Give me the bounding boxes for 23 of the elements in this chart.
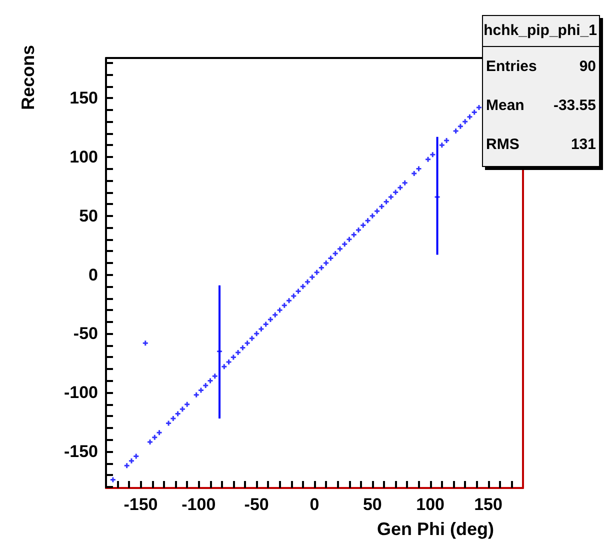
- x-tick-label: 100: [416, 495, 445, 514]
- text: 90: [579, 57, 596, 77]
- y-axis-title: Recons: [18, 44, 39, 110]
- y-tick-label: -50: [73, 324, 98, 344]
- y-tick-label: 0: [88, 265, 98, 284]
- text: hchk_pip_phi_1: [483, 16, 599, 47]
- y-tick-label: 100: [70, 147, 98, 166]
- x-tick-label: -50: [244, 495, 269, 514]
- text: 131: [570, 135, 596, 155]
- y-tick-label: -150: [64, 442, 98, 461]
- annotation: Entries: [486, 57, 537, 77]
- x-tick-label: -100: [182, 495, 216, 514]
- annotation: Mean: [486, 96, 524, 116]
- annotation: RMS: [486, 135, 520, 155]
- y-tick-label: -100: [64, 383, 98, 402]
- x-axis-title: Gen Phi (deg): [377, 519, 494, 540]
- y-tick-label: 150: [70, 88, 98, 108]
- text: -33.55: [553, 96, 596, 116]
- x-tick-label: 50: [362, 495, 382, 514]
- x-tick-label: 0: [310, 495, 320, 514]
- y-tick-label: 50: [79, 206, 98, 226]
- x-tick-label: -150: [124, 495, 158, 514]
- x-tick-label: 150: [474, 495, 502, 514]
